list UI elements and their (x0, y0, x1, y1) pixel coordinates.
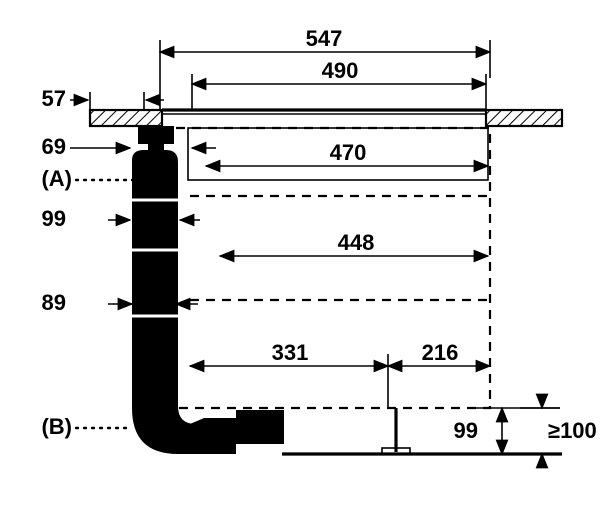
technical-drawing: 547 490 57 69 (A) 99 89 470 (0, 0, 600, 515)
svg-text:216: 216 (422, 340, 459, 365)
svg-text:57: 57 (42, 86, 66, 111)
label-B: (B) (41, 414, 132, 439)
dim-448: 448 (220, 230, 488, 256)
countertop-right (486, 110, 562, 126)
dim-69: 69 (42, 134, 216, 159)
svg-text:99: 99 (42, 206, 66, 231)
dim-470: 470 (206, 140, 488, 166)
svg-text:89: 89 (42, 290, 66, 315)
svg-text:547: 547 (306, 26, 343, 51)
support-leg (382, 408, 410, 454)
duct (132, 126, 284, 454)
svg-text:(A): (A) (41, 166, 72, 191)
svg-text:99: 99 (454, 418, 478, 443)
dim-331-216: 331 216 (190, 340, 490, 408)
svg-text:(B): (B) (41, 414, 72, 439)
label-A: (A) (41, 166, 136, 191)
countertop-left (90, 110, 162, 126)
dim-57: 57 (42, 86, 164, 111)
svg-text:69: 69 (42, 134, 66, 159)
dim-99-right: 99 (454, 408, 502, 454)
svg-text:≥100: ≥100 (548, 418, 597, 443)
svg-text:490: 490 (322, 58, 359, 83)
svg-text:470: 470 (330, 140, 367, 165)
svg-text:448: 448 (338, 230, 375, 255)
dim-490: 490 (192, 58, 486, 110)
svg-text:331: 331 (272, 340, 309, 365)
